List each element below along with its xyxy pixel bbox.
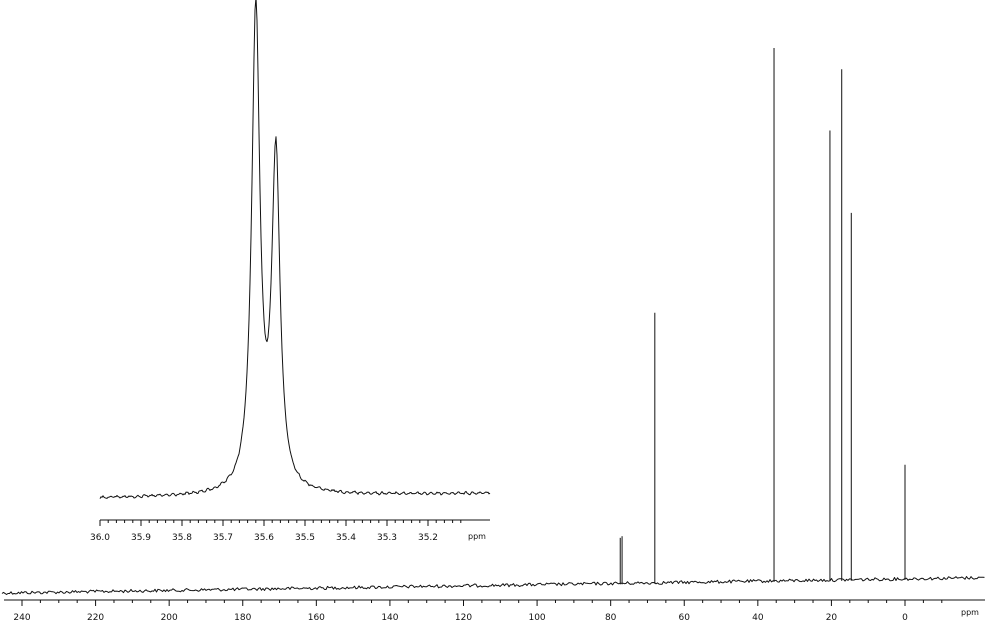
inset-expansion-plot: 36.0 35.9 35.8 35.7 35.6 35.5 35.4 35.3 35.2 ppm [90, 0, 491, 543]
spectrum-baseline [1, 576, 985, 595]
inset-x-tick-label: 35.8 [172, 533, 192, 543]
inset-x-tick-label: 36.0 [90, 533, 110, 543]
x-tick-label: 240 [13, 613, 30, 623]
inset-spectrum-trace [99, 0, 491, 499]
inset-x-tick-label: 35.7 [213, 533, 233, 543]
x-tick-label: 20 [826, 613, 838, 623]
x-tick-label: 200 [161, 613, 178, 623]
inset-x-tick-label: 35.2 [418, 533, 438, 543]
inset-x-tick-label: 35.4 [336, 533, 356, 543]
inset-x-tick-label: 35.3 [377, 533, 397, 543]
x-tick-label: 0 [902, 613, 908, 623]
inset-x-tick-label: 35.6 [254, 533, 274, 543]
x-tick-label: 160 [308, 613, 325, 623]
x-tick-label: 120 [455, 613, 472, 623]
x-tick-label: 60 [679, 613, 691, 623]
x-tick-label: 80 [605, 613, 617, 623]
inset-x-tick-label: 35.9 [131, 533, 151, 543]
x-tick-label: 140 [381, 613, 398, 623]
x-tick-label: 180 [234, 613, 251, 623]
x-tick-label: 40 [752, 613, 764, 623]
x-tick-label: 220 [87, 613, 104, 623]
inset-x-tick-label: 35.5 [295, 533, 315, 543]
inset-x-axis-unit-label: ppm [468, 532, 486, 541]
x-axis-unit-label: ppm [961, 608, 979, 617]
x-tick-label: 100 [528, 613, 545, 623]
